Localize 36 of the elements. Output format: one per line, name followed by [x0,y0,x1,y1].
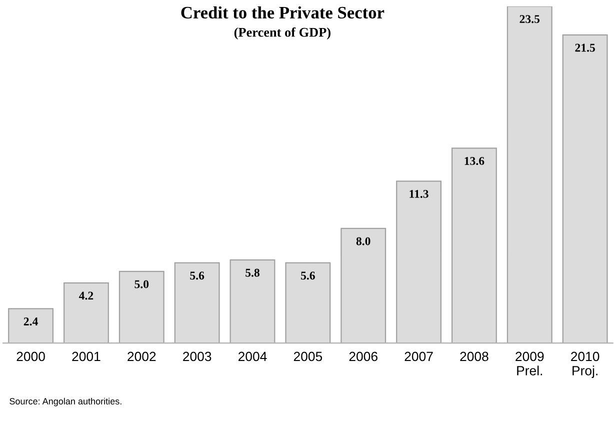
bar [506,6,552,344]
x-tick-label: 2008 [460,352,488,362]
x-tick-label: 2006 [349,352,378,362]
bar [230,259,276,344]
text: (Percent of GDP) [234,27,330,40]
data-label: 11.3 [410,190,428,198]
chart-title: Credit to the Private Sector [181,6,384,19]
data-label: 4.2 [78,292,94,300]
bar [8,308,54,344]
x-tick-label: 2003 [183,352,212,362]
data-label: 5.8 [246,268,260,277]
bar [118,270,164,344]
data-label: 5.6 [190,272,204,280]
data-label: 23.5 [520,15,540,24]
x-tick-label: 2000 [16,352,45,362]
x-tick-label: 2005 [294,352,322,362]
bar [63,282,109,344]
data-label: 8.0 [356,237,370,246]
bar [562,34,608,344]
x-tick-label: 2010 Proj. [571,352,600,378]
bar [340,228,386,344]
x-tick-label: 2002 [128,352,156,362]
x-tick-label: 2001 [72,352,100,362]
source-note: Source: Angolan authorities. [10,398,122,406]
bar [285,262,331,344]
data-label: 13.6 [464,156,484,165]
x-tick-label: 2007 [404,352,433,362]
bar [174,262,220,344]
x-tick-label: 2009 Prel. [516,352,544,376]
bar [451,148,497,344]
data-label: 5.0 [134,280,149,288]
data-label: 5.6 [301,272,315,280]
data-label: 21.5 [575,44,595,52]
x-tick-label: 2004 [238,352,267,362]
bar [396,180,442,344]
data-label: 2.4 [24,318,38,326]
